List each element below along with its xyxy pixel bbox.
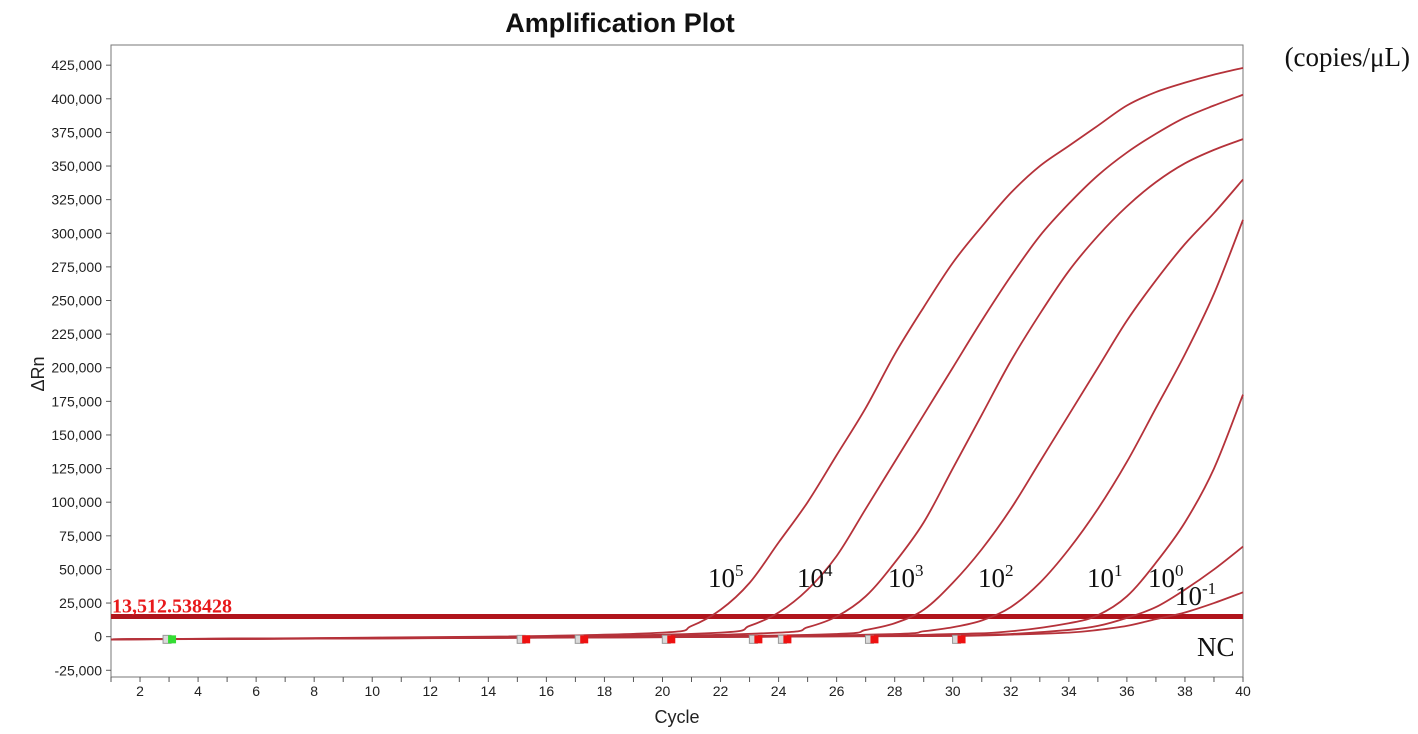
x-tick-label: 6: [252, 683, 260, 699]
chart-title: Amplification Plot: [505, 8, 735, 38]
baseline-end-marker: [580, 635, 588, 643]
y-tick-label: 350,000: [51, 158, 102, 174]
y-tick-label: 425,000: [51, 57, 102, 73]
y-tick-label: 225,000: [51, 326, 102, 342]
baseline-start-marker: [168, 635, 176, 643]
x-tick-label: 30: [945, 683, 961, 699]
x-tick-label: 40: [1235, 683, 1251, 699]
y-tick-label: 100,000: [51, 494, 102, 510]
threshold-label: 13,512.538428: [112, 595, 232, 617]
x-tick-label: 22: [713, 683, 729, 699]
x-tick-label: 24: [771, 683, 787, 699]
y-tick-label: 50,000: [59, 561, 102, 577]
x-tick-label: 32: [1003, 683, 1019, 699]
x-tick-label: 14: [481, 683, 497, 699]
y-tick-label: 150,000: [51, 427, 102, 443]
y-tick-label: 375,000: [51, 124, 102, 140]
x-tick-label: 26: [829, 683, 845, 699]
y-tick-label: 125,000: [51, 461, 102, 477]
x-axis-title: Cycle: [654, 707, 699, 727]
x-tick-label: 36: [1119, 683, 1135, 699]
baseline-end-marker: [870, 635, 878, 643]
baseline-end-marker: [958, 635, 966, 643]
y-tick-label: 25,000: [59, 595, 102, 611]
x-tick-label: 8: [310, 683, 318, 699]
x-tick-label: 20: [655, 683, 671, 699]
x-tick-label: 18: [597, 683, 613, 699]
y-tick-label: -25,000: [55, 662, 103, 678]
x-tick-label: 10: [364, 683, 380, 699]
baseline-end-marker: [667, 635, 675, 643]
x-tick-label: 28: [887, 683, 903, 699]
baseline-end-marker: [783, 635, 791, 643]
y-tick-label: 300,000: [51, 225, 102, 241]
x-tick-label: 38: [1177, 683, 1193, 699]
x-tick-label: 2: [136, 683, 144, 699]
curve-label: NC: [1197, 632, 1235, 662]
y-tick-label: 200,000: [51, 360, 102, 376]
y-tick-label: 275,000: [51, 259, 102, 275]
y-tick-label: 75,000: [59, 528, 102, 544]
x-tick-label: 12: [422, 683, 438, 699]
unit-label: (copies/μL): [1285, 42, 1410, 72]
y-tick-label: 400,000: [51, 91, 102, 107]
y-tick-label: 325,000: [51, 192, 102, 208]
y-axis-title: ΔRn: [28, 356, 48, 391]
y-tick-label: 175,000: [51, 393, 102, 409]
plot-frame: [111, 45, 1243, 677]
baseline-end-marker: [522, 635, 530, 643]
baseline-end-marker: [754, 635, 762, 643]
y-tick-label: 0: [94, 629, 102, 645]
y-tick-label: 250,000: [51, 292, 102, 308]
x-tick-label: 34: [1061, 683, 1077, 699]
x-tick-label: 4: [194, 683, 202, 699]
x-tick-label: 16: [539, 683, 555, 699]
